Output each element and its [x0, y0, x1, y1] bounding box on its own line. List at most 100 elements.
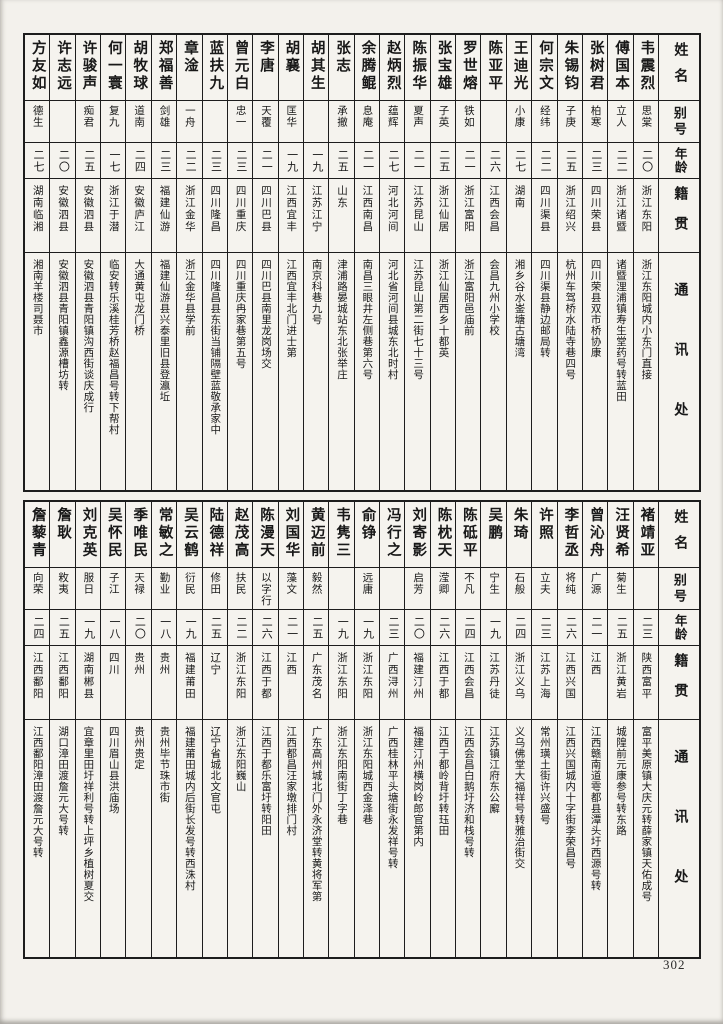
person-column: 何一寰 复九 一七 浙江于潜 临安转乐溪桂芳桥赵福昌号转下帮村 — [100, 35, 126, 490]
header-age: 年龄 — [659, 143, 699, 179]
person-alias-cell: 立夫 — [532, 568, 557, 610]
person-name: 方友如 — [29, 40, 46, 93]
person-column: 余腾鲲 息庵 二一 江西南昌 南昌三眼井左侧巷第六号 — [353, 35, 380, 490]
person-native-place-cell: 江西于都 — [253, 646, 278, 720]
person-age: 二一 — [260, 148, 273, 173]
person-native-place-cell: 浙江义乌 — [506, 646, 532, 720]
person-native-place: 江苏昆山 — [412, 185, 424, 233]
person-native-place-cell: 浙江东阳 — [633, 179, 658, 253]
person-name-cell: 许志远 — [50, 35, 75, 101]
person-name: 张树君 — [587, 40, 604, 93]
person-address-cell: 江西于都乐富圩转阳田 — [253, 720, 277, 957]
person-address-cell: 四川重庆冉家巷第五号 — [228, 253, 252, 490]
person-address: 江西兴国城内十字街李荣昌号 — [564, 726, 576, 869]
person-address-cell: 福建仙游县兴泰里旧县登瀛坵 — [152, 253, 176, 490]
person-alias: 启芳 — [412, 572, 424, 595]
person-name-cell: 冯行之 — [380, 502, 405, 568]
person-name: 郑福善 — [156, 40, 173, 93]
person-age-cell: 二三 — [227, 143, 253, 179]
person-address: 津浦路晏城站东北张举庄 — [336, 259, 348, 380]
person-age: 一九 — [336, 615, 349, 640]
person-column: 刘克英 服日 一九 湖南郴县 宜章里田圩祥利号转上坪乡植树夏交 — [74, 502, 101, 957]
person-address-cell: 江西会昌白鹅圩济和栈号转 — [456, 720, 480, 957]
person-name-cell: 俞铮 — [354, 502, 380, 568]
person-name-cell: 韦震烈 — [633, 35, 658, 101]
person-alias: 思棠 — [640, 105, 652, 128]
person-alias: 向荣 — [31, 572, 43, 595]
person-native-place-cell: 广西浔州 — [380, 646, 405, 720]
person-address: 福建莆田城内后街长发号转西洙村 — [183, 726, 195, 891]
person-column: 许照 立夫 二三 江苏上海 常州璜土街许兴盛号 — [531, 502, 557, 957]
person-address: 南昌三眼井左侧巷第六号 — [361, 259, 373, 380]
person-address-cell: 城隍前元康参号转东路 — [608, 720, 632, 957]
person-age: 二四 — [463, 615, 476, 640]
person-address: 湖口漳田渡詹元大号转 — [57, 726, 69, 836]
person-age: 二〇 — [133, 615, 146, 640]
person-age: 二一 — [361, 148, 374, 173]
person-alias-cell: 勤业 — [151, 568, 177, 610]
person-native-place: 广东茂名 — [310, 652, 322, 700]
person-native-place-cell: 浙江于潜 — [101, 179, 126, 253]
person-native-place-cell: 浙江仙居 — [430, 179, 456, 253]
person-address-cell: 津浦路晏城站东北张举庄 — [329, 253, 353, 490]
person-native-place: 四川渠县 — [538, 185, 550, 233]
person-age-cell: 二一 — [278, 610, 303, 646]
person-column: 陈漫天 以字行 二六 江西于都 江西于都乐富圩转阳田 — [252, 502, 278, 957]
person-native-place-cell: 四川 — [101, 646, 126, 720]
person-name: 赵茂高 — [232, 507, 249, 560]
person-address: 江苏镇江府东公廨 — [488, 726, 500, 814]
person-address: 江西会昌白鹅圩济和栈号转 — [462, 726, 474, 858]
person-age: 二三 — [387, 615, 399, 640]
person-native-place-cell: 江苏江宁 — [303, 179, 329, 253]
person-age-cell: 二三 — [633, 610, 658, 646]
person-age-cell: 二六 — [481, 143, 506, 179]
people-columns-top: 韦震烈 思棠 二〇 浙江东阳 浙江东阳城内小东门直接 傅国本 立人 二二 浙江诸… — [25, 35, 658, 490]
person-age-cell: 一九 — [481, 610, 506, 646]
person-alias-cell: 敉夷 — [50, 568, 75, 610]
person-age: 二三 — [589, 148, 602, 173]
person-name: 刘寄影 — [410, 507, 427, 560]
person-age-cell: 一九 — [75, 610, 101, 646]
person-name: 陈枕天 — [435, 507, 452, 560]
person-native-place: 福建仙游 — [158, 185, 170, 233]
person-column: 曾沁舟 广源 二一 江西 江西赣南道雩都县潭头圩西源号转 — [581, 502, 608, 957]
person-age: 二〇 — [412, 615, 425, 640]
person-native-place: 浙江东阳 — [361, 652, 373, 700]
person-native-place: 四川重庆 — [234, 185, 246, 233]
person-address-cell: 湖口漳田渡詹元大号转 — [50, 720, 74, 957]
person-address: 福建仙游县兴泰里旧县登瀛坵 — [158, 259, 170, 402]
person-address-cell: 湘乡谷水崟塘古塘湾 — [507, 253, 531, 490]
person-alias: 承撤 — [336, 105, 348, 128]
person-column: 陈砥平 不凡 二四 江西会昌 江西会昌白鹅圩济和栈号转 — [455, 502, 481, 957]
header-column-top: 姓名 别号 年龄 籍贯 通讯处 — [658, 35, 699, 490]
person-name-cell: 余腾鲲 — [354, 35, 380, 101]
person-age-cell: 二六 — [253, 610, 278, 646]
person-age: 二五 — [57, 615, 70, 640]
person-native-place-cell: 江西南昌 — [354, 179, 380, 253]
person-column: 陆德祥 修田 二五 辽宁 辽宁省城北文官屯 — [201, 502, 227, 957]
person-age: 二五 — [615, 615, 628, 640]
person-column: 朱锡钧 子庚 二五 浙江绍兴 杭州车驾桥水陆寺巷四号 — [556, 35, 582, 490]
person-column: 张宝雄 子英 二五 浙江仙居 浙江仙居西乡十都英 — [429, 35, 456, 490]
person-address-cell: 安徽泗县青阳镇鑫源槽坊转 — [50, 253, 74, 490]
person-address-cell: 四川眉山县洪庙场 — [101, 720, 125, 957]
person-alias-cell: 道南 — [126, 101, 151, 143]
person-name-cell: 刘克英 — [75, 502, 101, 568]
person-address: 广东高州城北门外永济堂转黄将军第 — [310, 726, 322, 902]
person-native-place: 江西鄱阳 — [57, 652, 69, 700]
person-native-place-cell: 安徽泗县 — [75, 179, 101, 253]
person-age: 二一 — [463, 148, 476, 173]
person-address: 湘南羊楼司聂市 — [31, 259, 43, 336]
person-name-cell: 胡襄 — [278, 35, 303, 101]
person-alias-cell: 天禄 — [126, 568, 151, 610]
person-native-place: 江西于都 — [259, 652, 271, 700]
person-age-cell: 二七 — [506, 143, 532, 179]
person-name-cell: 蓝扶九 — [202, 35, 227, 101]
person-native-place-cell: 四川隆昌 — [202, 179, 227, 253]
person-column: 张树君 柏寒 二三 四川荣县 四川荣县双市桥协康 — [581, 35, 608, 490]
person-age-cell: 二六 — [557, 610, 582, 646]
person-column: 刘寄影 启芳 二〇 福建汀州 福建汀州横岗岭郎官第内 — [404, 502, 430, 957]
person-native-place-cell: 贵州 — [126, 646, 151, 720]
person-age-cell: 二五 — [303, 610, 329, 646]
person-age-cell: 二一 — [354, 143, 380, 179]
